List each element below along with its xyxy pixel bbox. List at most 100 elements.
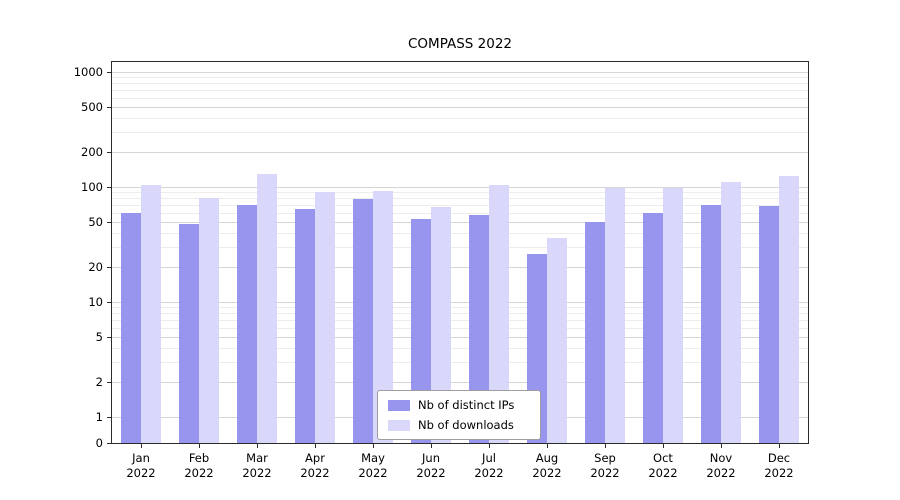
- y-tick-mark-2: [107, 382, 111, 384]
- minor-gridline-3: [112, 362, 808, 364]
- x-tick-year-oct: 2022: [648, 465, 678, 480]
- minor-gridline-300: [112, 132, 808, 134]
- bar-downloads-dec: [779, 175, 799, 443]
- y-tick-mark-20: [107, 267, 111, 269]
- bar-downloads-sep: [605, 188, 625, 443]
- x-tick-year-sep: 2022: [590, 465, 620, 480]
- x-tick-year-aug: 2022: [532, 465, 562, 480]
- x-tick-year-jun: 2022: [416, 465, 446, 480]
- x-tick-mark-feb: [199, 444, 200, 448]
- x-tick-mark-nov: [721, 444, 722, 448]
- x-tick-month-jun: Jun: [422, 451, 440, 465]
- legend-item-distinct-ips: Nb of distinct IPs: [388, 398, 530, 412]
- x-tick-month-sep: Sep: [594, 451, 616, 465]
- minor-gridline-9: [112, 307, 808, 309]
- major-gridline-200: [112, 152, 808, 154]
- bar-downloads-jun: [431, 207, 451, 443]
- x-tick-label-apr: Apr 2022: [286, 451, 344, 480]
- bar-distinct-ips-oct: [643, 212, 663, 443]
- minor-gridline-600: [112, 97, 808, 99]
- bar-downloads-jan: [141, 184, 161, 443]
- bar-downloads-jul: [489, 184, 509, 443]
- x-tick-month-jan: Jan: [132, 451, 150, 465]
- major-gridline-2: [112, 382, 808, 384]
- major-gridline-5: [112, 336, 808, 338]
- bar-distinct-ips-mar: [237, 204, 257, 443]
- bar-distinct-ips-jan: [121, 212, 141, 443]
- legend-swatch-distinct-ips: [388, 399, 410, 411]
- x-tick-mark-oct: [663, 444, 664, 448]
- legend-label-downloads: Nb of downloads: [418, 418, 514, 432]
- y-tick-label-100: 100: [81, 180, 103, 194]
- y-tick-label-500: 500: [81, 99, 103, 114]
- y-tick-label-10: 10: [88, 295, 103, 309]
- x-tick-year-jul: 2022: [474, 465, 504, 480]
- x-tick-year-feb: 2022: [184, 465, 214, 480]
- minor-gridline-30: [112, 247, 808, 249]
- minor-gridline-800: [112, 83, 808, 85]
- x-tick-label-aug: Aug 2022: [518, 451, 576, 480]
- major-gridline-20: [112, 267, 808, 269]
- y-tick-mark-5: [107, 336, 111, 338]
- x-tick-label-may: May 2022: [344, 451, 402, 480]
- x-tick-year-apr: 2022: [300, 465, 330, 480]
- x-tick-year-mar: 2022: [242, 465, 272, 480]
- y-tick-label-2: 2: [95, 375, 103, 390]
- x-tick-label-nov: Nov 2022: [692, 451, 750, 480]
- plot-spine-bottom: [111, 443, 809, 444]
- x-tick-mark-mar: [257, 444, 258, 448]
- x-tick-label-sep: Sep 2022: [576, 451, 634, 480]
- y-tick-mark-10: [107, 302, 111, 303]
- y-tick-label-200: 200: [81, 145, 103, 160]
- minor-gridline-400: [112, 117, 808, 119]
- bar-distinct-ips-jun: [411, 218, 431, 443]
- minor-gridline-90: [112, 192, 808, 194]
- x-tick-label-jan: Jan 2022: [112, 451, 170, 480]
- major-gridline-100: [112, 187, 808, 188]
- minor-gridline-40: [112, 232, 808, 234]
- y-tick-mark-500: [107, 106, 111, 108]
- minor-gridline-900: [112, 77, 808, 79]
- plot-spine-left: [111, 61, 112, 444]
- major-gridline-10: [112, 302, 808, 303]
- bar-downloads-oct: [663, 188, 683, 443]
- y-tick-label-1: 1: [95, 410, 103, 424]
- x-tick-label-dec: Dec 2022: [750, 451, 808, 480]
- plot-spine-top: [111, 61, 809, 62]
- y-tick-label-20: 20: [88, 260, 103, 275]
- minor-gridline-80: [112, 198, 808, 200]
- bar-distinct-ips-nov: [701, 204, 721, 443]
- chart-title: COMPASS 2022: [408, 36, 512, 52]
- bar-distinct-ips-apr: [295, 208, 315, 443]
- x-tick-month-nov: Nov: [709, 451, 733, 465]
- y-tick-label-5: 5: [95, 329, 103, 344]
- x-tick-mark-sep: [605, 444, 606, 448]
- legend-label-distinct-ips: Nb of distinct IPs: [418, 398, 515, 412]
- x-tick-mark-aug: [547, 444, 548, 448]
- y-tick-mark-50: [107, 221, 111, 223]
- y-tick-mark-1000: [107, 72, 111, 73]
- x-tick-mark-jun: [431, 444, 432, 448]
- major-gridline-50: [112, 221, 808, 223]
- minor-gridline-700: [112, 89, 808, 91]
- bar-distinct-ips-sep: [585, 221, 605, 443]
- bar-distinct-ips-dec: [759, 206, 779, 443]
- minor-gridline-7: [112, 319, 808, 321]
- minor-gridline-4: [112, 347, 808, 349]
- y-tick-label-1000: 1000: [73, 65, 103, 79]
- bar-downloads-mar: [257, 173, 277, 443]
- x-tick-month-mar: Mar: [246, 451, 268, 465]
- bar-downloads-apr: [315, 192, 335, 443]
- x-tick-label-feb: Feb 2022: [170, 451, 228, 480]
- x-tick-year-nov: 2022: [706, 465, 736, 480]
- bar-downloads-nov: [721, 182, 741, 443]
- plot-area: [112, 62, 808, 443]
- x-tick-month-apr: Apr: [305, 451, 325, 465]
- x-tick-month-dec: Dec: [767, 451, 791, 465]
- x-tick-year-dec: 2022: [764, 465, 794, 480]
- bar-distinct-ips-feb: [179, 223, 199, 443]
- x-tick-year-jan: 2022: [126, 465, 156, 480]
- y-tick-mark-1: [107, 417, 111, 418]
- x-tick-month-may: May: [361, 451, 385, 465]
- y-tick-label-50: 50: [88, 214, 103, 229]
